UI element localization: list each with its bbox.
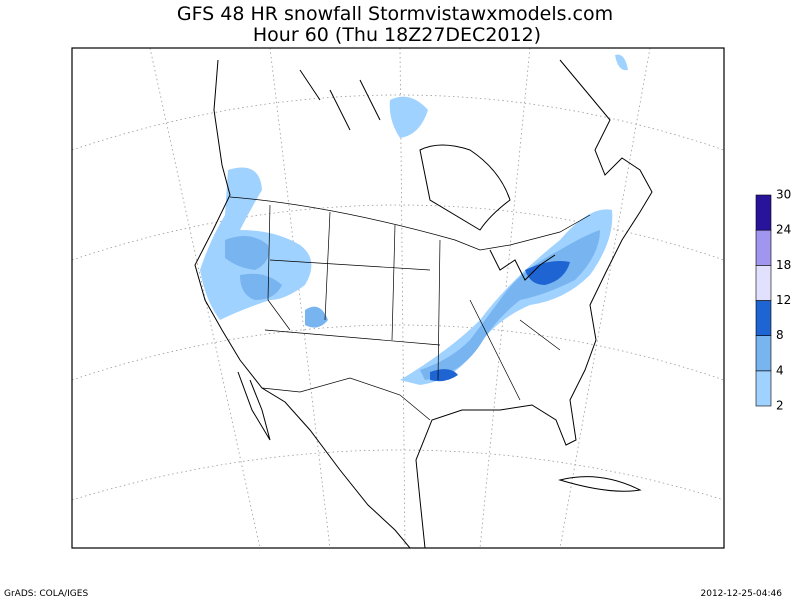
legend-label: 4 bbox=[776, 363, 784, 377]
legend-swatch bbox=[755, 370, 772, 407]
legend-label: 12 bbox=[776, 293, 791, 307]
coastlines bbox=[194, 59, 653, 548]
borders bbox=[229, 196, 591, 421]
map-frame bbox=[71, 47, 725, 549]
legend-label: 2 bbox=[776, 399, 784, 413]
map bbox=[71, 47, 725, 549]
footer-left: GrADS: COLA/IGES bbox=[4, 589, 88, 599]
legend-swatch bbox=[755, 229, 772, 266]
legend-label: 18 bbox=[776, 258, 791, 272]
footer-right: 2012-12-25-04:46 bbox=[701, 589, 783, 599]
legend-label: 24 bbox=[776, 223, 791, 237]
title: GFS 48 HR snowfall Stormvistawxmodels.co… bbox=[177, 3, 613, 25]
legend-swatch bbox=[755, 335, 772, 372]
legend-swatch bbox=[755, 265, 772, 301]
graticule bbox=[72, 48, 724, 548]
subtitle: Hour 60 (Thu 18Z27DEC2012) bbox=[253, 24, 541, 46]
snowfall bbox=[200, 54, 628, 385]
legend-swatch bbox=[755, 300, 772, 336]
legend-swatch bbox=[755, 194, 772, 231]
legend-label: 30 bbox=[776, 188, 791, 202]
legend-label: 8 bbox=[776, 328, 784, 342]
